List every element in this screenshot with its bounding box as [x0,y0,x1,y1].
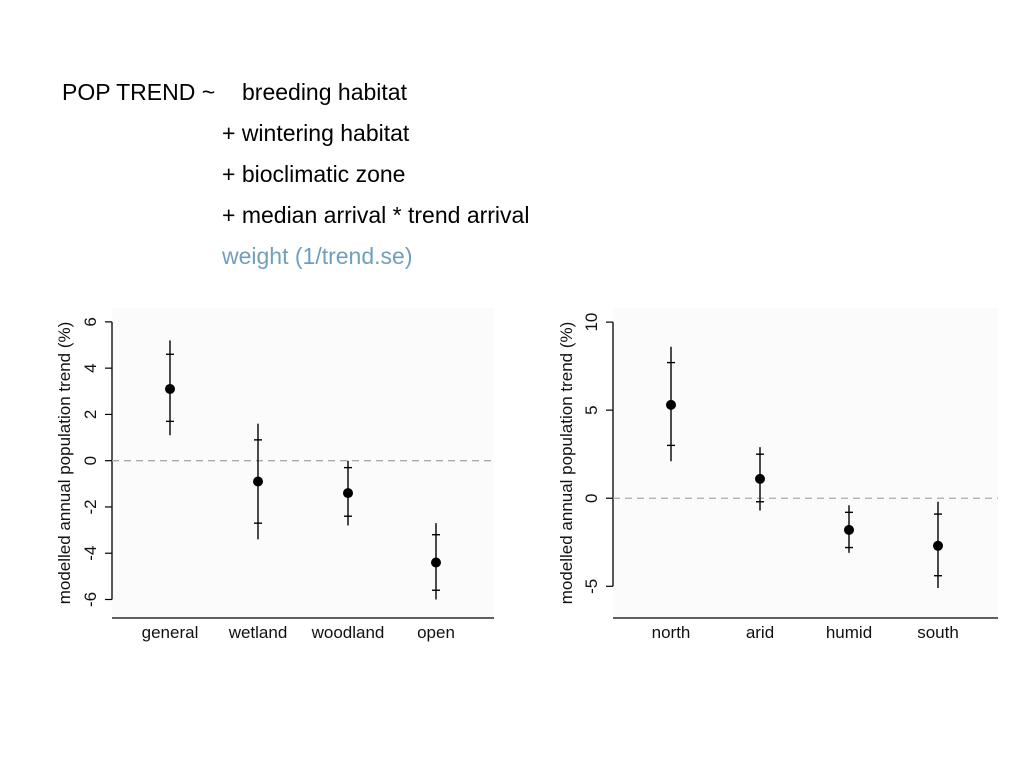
y-tick-label: 6 [81,317,100,326]
y-tick-label: -5 [582,579,601,594]
formula-weight: weight (1/trend.se) [222,243,413,269]
chart-panel-2: -5 0 5 10 modelled annual population trend (… [557,308,998,642]
estimate-point [755,473,765,484]
y-tick-label: 10 [582,313,601,332]
formula-term-bioclimatic-zone: + bioclimatic zone [222,161,406,187]
formula-term-arrival-interaction: + median arrival * trend arrival [222,202,530,228]
estimate-point [253,476,263,487]
y-tick-label: 0 [81,456,100,465]
y-axis-title: modelled annual population trend (%) [55,322,74,605]
y-axis-title: modelled annual population trend (%) [557,322,576,605]
formula-term-breeding-habitat: breeding habitat [242,79,407,105]
x-category-label: woodland [311,623,385,642]
plot-area [112,308,494,618]
estimate-point [431,557,441,568]
x-category-label: humid [826,623,872,642]
x-category-label: wetland [228,623,288,642]
estimate-point [666,399,676,410]
plot-area [613,308,998,618]
x-category-label: arid [746,623,774,642]
y-tick-label: -6 [81,592,100,607]
y-tick-label: 2 [81,410,100,419]
y-tick-label: -2 [81,499,100,514]
x-category-label: open [417,623,455,642]
x-category-label: south [917,623,959,642]
estimate-point [844,524,854,535]
formula-response: POP TREND ~ [62,79,216,105]
y-tick-label: 4 [81,363,100,372]
estimate-point [343,488,353,499]
estimate-point [933,540,943,551]
x-category-label: general [142,623,199,642]
y-tick-label: -4 [81,546,100,561]
estimate-point [165,383,175,394]
y-tick-label: 5 [582,405,601,414]
formula-term-wintering-habitat: + wintering habitat [222,120,410,146]
y-tick-label: 0 [582,493,601,502]
chart-panel-1: -6 -4 -2 0 2 4 6 modelled annual population tre… [55,308,494,642]
x-category-label: north [652,623,691,642]
